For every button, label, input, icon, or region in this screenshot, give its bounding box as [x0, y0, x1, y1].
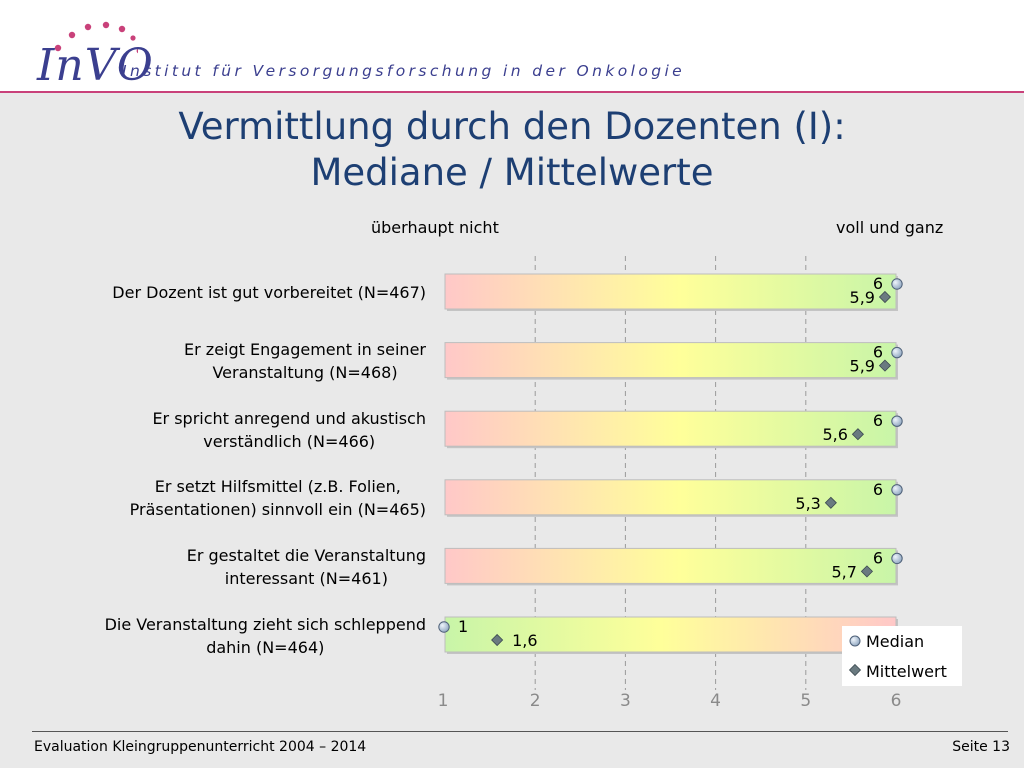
legend: Median Mittelwert [842, 626, 962, 686]
header: InVO Institut für Versorgungsforschung i… [0, 0, 1024, 92]
median-label-2: 6 [873, 343, 883, 362]
title-line-2: Mediane / Mittelwerte [310, 151, 714, 194]
x-tick-label-3: 3 [620, 691, 631, 711]
chart: 65,965,965,665,365,711,61 2 3 4 5 6MedianMitt… [438, 256, 962, 711]
logo-text: InVO [37, 40, 154, 91]
row-label-line: verständlich (N=466) [203, 431, 376, 451]
median-marker-2 [891, 346, 903, 359]
row-label-line: Veranstaltung (N=468) [212, 363, 398, 383]
mean-marker-4 [824, 496, 837, 509]
mean-marker-5 [860, 565, 874, 578]
mean-marker-2 [878, 359, 892, 372]
legend-median-marker [849, 635, 861, 647]
row-label-line: Er spricht anregend und akustisch [152, 408, 426, 428]
x-tick-label-6: 6 [891, 691, 902, 711]
median-label-3: 6 [873, 411, 883, 430]
logo-dots [54, 21, 138, 54]
x-tick-label-5: 5 [800, 691, 811, 711]
row-label-line: dahin (N=464) [206, 637, 325, 657]
bar-5 [444, 547, 897, 584]
scale-label-right: voll und ganz [836, 218, 944, 237]
median-label-4: 6 [873, 480, 883, 499]
legend-mean-marker [848, 663, 862, 677]
mean-label-1: 5,9 [850, 288, 875, 307]
row-label-line: Die Veranstaltung zieht sich schleppend [104, 614, 426, 634]
median-marker-1 [891, 278, 903, 290]
row-label-4: Er setzt Hilfsmittel (z.B. Folien, Präsen… [130, 475, 426, 521]
row-label-line: Der Dozent ist gut vorbereitet (N=467) [112, 283, 426, 302]
mean-label-4: 5,3 [795, 494, 820, 513]
mean-label-3: 5,6 [822, 425, 847, 444]
bar-3 [444, 410, 897, 447]
median-marker-5 [891, 552, 903, 565]
bar-2 [444, 342, 897, 379]
row-label-line: Präsentationen) sinnvoll ein (N=465) [129, 500, 426, 520]
mean-label-5: 5,7 [831, 562, 856, 581]
row-label-line: interessant (N=461) [224, 568, 388, 588]
scale-label-left: überhaupt nicht [371, 218, 499, 237]
page-number: Seite 13 [952, 739, 1010, 755]
legend-box [842, 626, 962, 686]
median-label-5: 6 [873, 548, 883, 567]
x-tick-label-4: 4 [710, 691, 721, 711]
median-marker-6 [438, 621, 450, 633]
footer-left: Evaluation Kleingruppenunterricht 2004 –… [34, 739, 367, 755]
median-label-1: 6 [873, 274, 883, 293]
mean-marker-6 [491, 633, 504, 647]
page-title: Vermittlung durch den Dozenten (I): Medi… [0, 104, 1024, 196]
bar-4 [444, 479, 897, 516]
institute-name: Institut für Versorgungsforschung in der… [122, 62, 686, 80]
footer-divider [32, 731, 1008, 732]
row-label-3: Er spricht anregend und akustisch verstän… [152, 407, 426, 453]
bar-1 [444, 273, 897, 310]
row-label-line: Er setzt Hilfsmittel (z.B. Folien, [154, 477, 401, 497]
mean-label-6: 1,6 [512, 631, 537, 650]
mean-label-2: 5,9 [850, 357, 875, 376]
row-label-2: Er zeigt Engagement in seiner Veranstaltu… [184, 338, 426, 384]
row-label-1: Der Dozent ist gut vorbereitet (N=467) [112, 281, 426, 304]
median-marker-4 [891, 484, 903, 496]
mean-marker-1 [878, 290, 892, 304]
mean-marker-3 [851, 428, 864, 441]
legend-median-label: Median [866, 632, 924, 651]
header-divider [0, 91, 1024, 93]
x-tick-label-2: 2 [530, 691, 541, 711]
row-label-line: Er gestaltet die Veranstaltung [186, 545, 426, 565]
x-tick-label-1: 1 [438, 691, 449, 711]
median-label-6: 1 [458, 617, 468, 636]
row-label-5: Er gestaltet die Veranstaltung interessan… [187, 544, 426, 590]
legend-mean-label: Mittelwert [866, 662, 947, 681]
title-line-1: Vermittlung durch den Dozenten (I): [178, 105, 846, 148]
row-label-line: Er zeigt Engagement in seiner [184, 340, 426, 360]
row-label-6: Die Veranstaltung zieht sich schleppend d… [105, 613, 426, 659]
bar-6 [444, 616, 897, 653]
median-marker-3 [891, 415, 903, 427]
